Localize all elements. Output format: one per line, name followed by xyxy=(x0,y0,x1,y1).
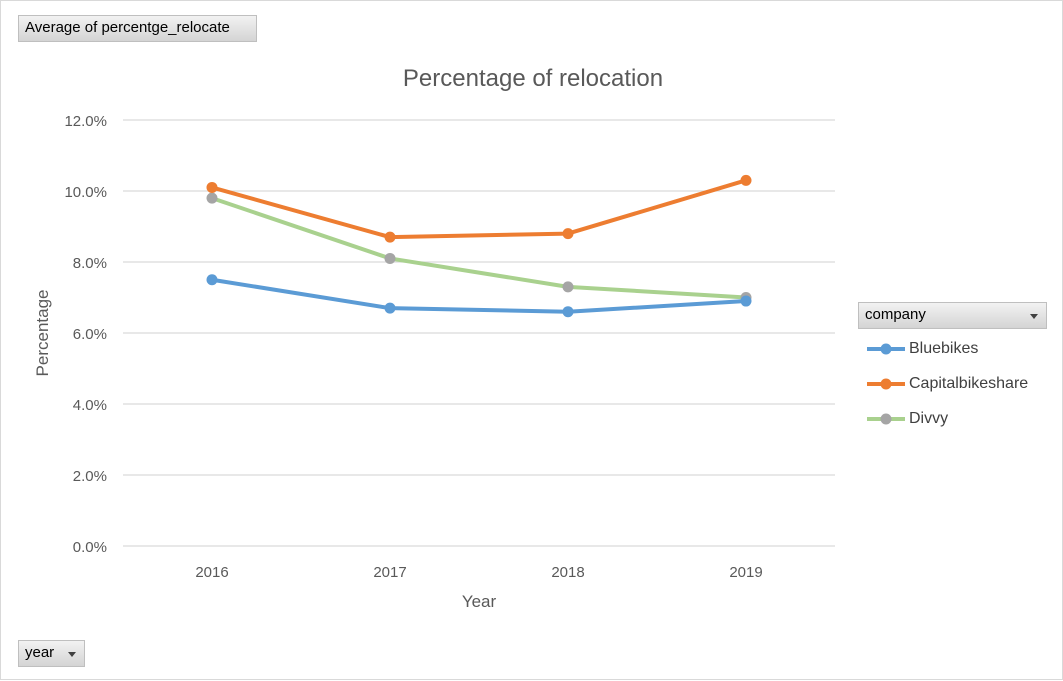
y-tick-label: 2.0% xyxy=(73,468,107,485)
y-tick-label: 6.0% xyxy=(73,326,107,343)
legend-label: Bluebikes xyxy=(909,340,979,357)
chevron-down-icon[interactable] xyxy=(1030,314,1038,319)
x-tick-label: 2017 xyxy=(373,564,406,581)
x-axis-ticks: 2016 2017 2018 2019 xyxy=(195,564,762,581)
data-point xyxy=(562,306,574,318)
chart-title: Percentage of relocation xyxy=(403,65,663,92)
legend-swatch xyxy=(867,413,905,425)
data-point xyxy=(206,192,218,204)
legend-field-label: company xyxy=(865,306,926,323)
legend-item-capitalbikeshare: Capitalbikeshare xyxy=(865,373,1028,395)
series-divvy xyxy=(206,192,752,303)
data-point xyxy=(384,231,396,243)
data-point xyxy=(384,252,396,264)
y-tick-label: 0.0% xyxy=(73,539,107,556)
series-bluebikes xyxy=(206,274,752,318)
legend-marker xyxy=(880,343,892,355)
chevron-down-icon[interactable] xyxy=(68,652,76,657)
data-point xyxy=(562,228,574,240)
x-tick-label: 2018 xyxy=(551,564,584,581)
legend-marker xyxy=(880,378,892,390)
series-capitalbikeshare xyxy=(206,174,752,243)
legend-swatch xyxy=(867,343,905,355)
legend-swatch xyxy=(867,378,905,390)
axis-field-label: year xyxy=(25,644,55,661)
data-point xyxy=(206,274,218,286)
y-axis-label: Percentage xyxy=(33,290,52,377)
legend-label: Divvy xyxy=(909,410,949,427)
x-tick-label: 2016 xyxy=(195,564,228,581)
y-tick-label: 10.0% xyxy=(64,184,107,201)
axis-field-button[interactable]: year xyxy=(18,640,85,667)
legend-field-button[interactable]: company xyxy=(858,302,1047,329)
legend-item-bluebikes: Bluebikes xyxy=(865,338,978,360)
legend-label: Capitalbikeshare xyxy=(909,375,1029,392)
data-point xyxy=(562,281,574,293)
value-field-button[interactable]: Average of percentge_relocate xyxy=(18,15,257,42)
data-point xyxy=(740,295,752,307)
y-tick-label: 12.0% xyxy=(64,113,107,130)
legend-item-divvy: Divvy xyxy=(865,408,948,430)
data-point xyxy=(384,302,396,314)
series-line xyxy=(210,178,748,240)
y-axis-ticks: 0.0% 2.0% 4.0% 6.0% 8.0% 10.0% 12.0% xyxy=(64,113,107,556)
value-field-label: Average of percentge_relocate xyxy=(25,19,230,36)
series-line xyxy=(210,277,748,314)
data-point xyxy=(206,181,218,193)
x-tick-label: 2019 xyxy=(729,564,762,581)
data-point xyxy=(740,174,752,186)
legend-marker xyxy=(880,413,892,425)
x-axis-label: Year xyxy=(462,592,497,611)
series-line xyxy=(210,196,748,300)
y-tick-label: 4.0% xyxy=(73,397,107,414)
y-tick-label: 8.0% xyxy=(73,255,107,272)
series-lines xyxy=(206,174,752,318)
